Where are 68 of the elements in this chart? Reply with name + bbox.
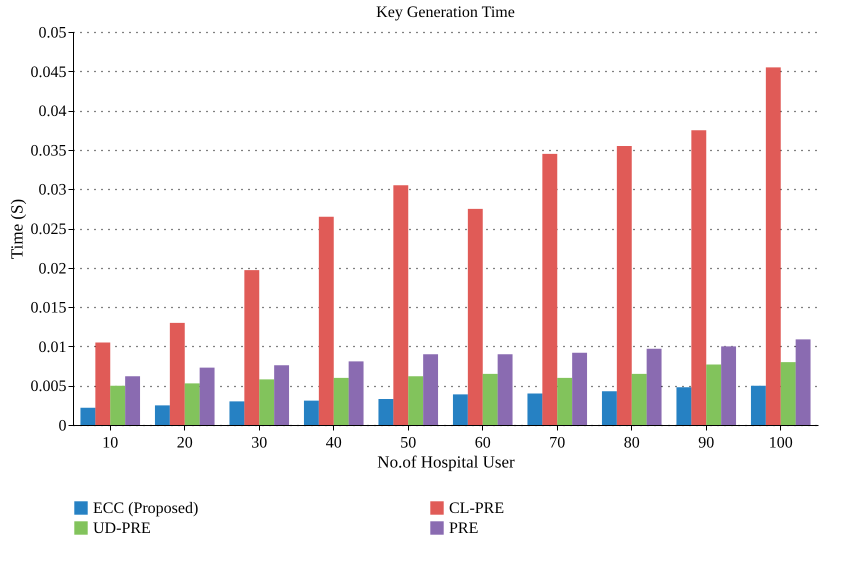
bar xyxy=(423,354,438,425)
x-tick-label: 100 xyxy=(768,434,793,452)
bar xyxy=(616,146,632,425)
bar xyxy=(154,405,170,425)
y-tick-label: 0.04 xyxy=(38,103,66,120)
x-tick-label: 60 xyxy=(474,434,491,452)
bar xyxy=(274,365,290,425)
bar xyxy=(557,378,572,425)
legend-label: ECC (Proposed) xyxy=(93,500,198,517)
y-tick-label: 0.01 xyxy=(38,338,66,356)
bar xyxy=(602,391,617,425)
bar xyxy=(572,352,588,425)
x-tick-label: 90 xyxy=(698,434,714,452)
x-tick-label: 50 xyxy=(400,434,416,452)
bar xyxy=(378,399,394,425)
bar xyxy=(468,208,483,425)
bar xyxy=(706,364,722,425)
bar xyxy=(766,67,781,425)
bar xyxy=(80,408,96,425)
x-tick-label: 30 xyxy=(251,434,268,452)
bar xyxy=(334,378,349,425)
bar xyxy=(527,394,542,425)
bar xyxy=(200,368,215,425)
bar xyxy=(170,322,185,425)
bar xyxy=(229,401,244,425)
x-tick-label: 40 xyxy=(326,434,342,452)
bar xyxy=(646,348,662,425)
x-tick-label: 20 xyxy=(176,434,193,452)
bar xyxy=(304,400,319,425)
bar xyxy=(691,130,706,425)
y-tick-label: 0.02 xyxy=(38,260,66,278)
x-tick-label: 70 xyxy=(549,434,566,452)
bar xyxy=(259,379,274,425)
legend-label: UD-PRE xyxy=(93,520,151,537)
bar xyxy=(95,342,110,425)
y-axis-title: Time (S) xyxy=(8,198,26,260)
bar xyxy=(796,339,811,425)
bar xyxy=(348,361,364,425)
bar xyxy=(125,376,140,425)
y-tick-label: 0.015 xyxy=(30,300,66,317)
bar xyxy=(632,374,647,425)
legend-label: CL-PRE xyxy=(449,500,504,517)
bar xyxy=(408,376,424,425)
bar xyxy=(676,387,692,425)
bar xyxy=(452,394,468,425)
bar xyxy=(393,185,408,425)
bar xyxy=(498,354,513,425)
y-tick-label: 0.005 xyxy=(30,378,66,396)
chart-title: Key Generation Time xyxy=(376,4,515,21)
legend-label: PRE xyxy=(449,520,478,537)
x-axis-title: No.of Hospital User xyxy=(377,452,516,472)
x-tick-label: 10 xyxy=(102,434,118,452)
bar xyxy=(184,383,200,425)
bar xyxy=(244,270,260,425)
y-tick-label: 0.025 xyxy=(30,221,66,238)
bar xyxy=(110,386,126,425)
y-tick-label: 0.045 xyxy=(30,64,66,81)
y-tick-label: 0 xyxy=(58,418,66,434)
x-tick-label: 80 xyxy=(624,434,640,452)
bar xyxy=(750,386,766,425)
bar xyxy=(780,362,796,425)
y-tick-label: 0.03 xyxy=(38,182,66,199)
bar xyxy=(482,374,498,425)
bar xyxy=(318,216,334,425)
y-tick-label: 0.05 xyxy=(38,24,66,42)
y-tick-label: 0.035 xyxy=(30,142,66,160)
bar xyxy=(542,154,558,425)
bar xyxy=(721,346,736,425)
